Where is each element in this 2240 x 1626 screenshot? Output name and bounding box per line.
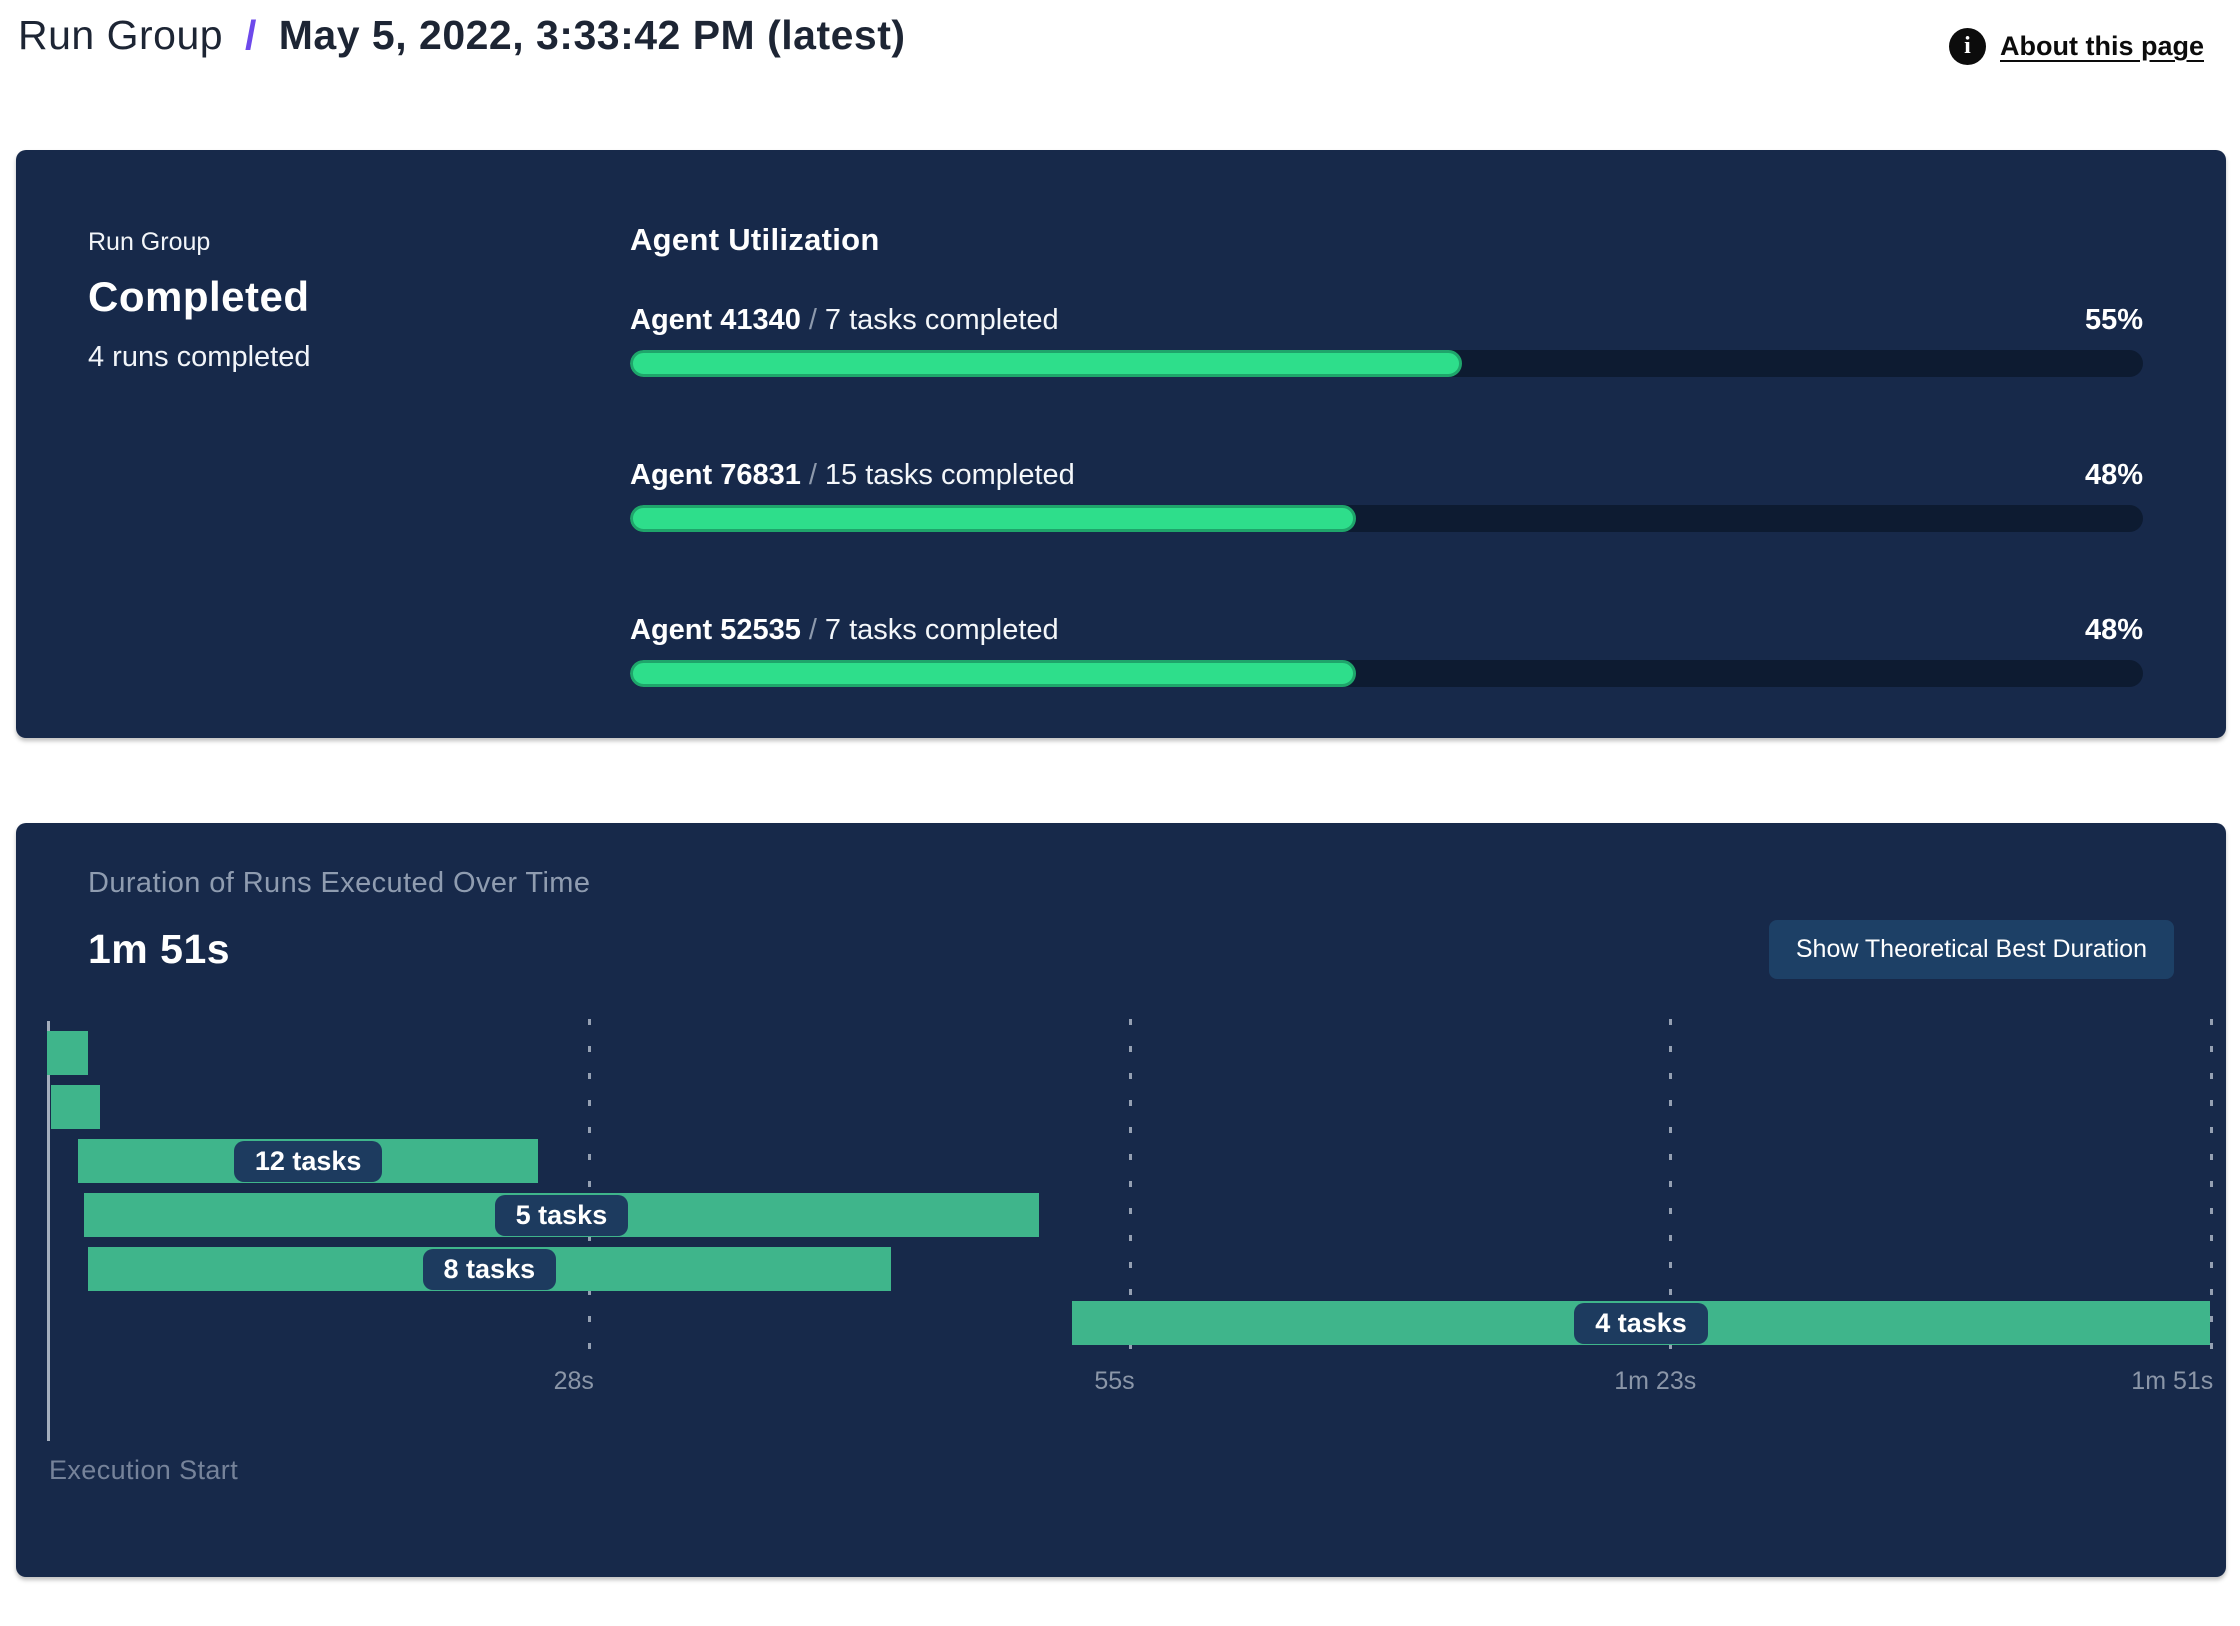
gantt-row: 5 tasks xyxy=(47,1193,2210,1237)
about-link-label: About this page xyxy=(2000,31,2204,61)
status-value: Completed xyxy=(88,273,310,320)
gridline xyxy=(587,1019,591,1353)
agent-label-line: Agent 52535/7 tasks completed 48% xyxy=(630,614,2143,647)
gantt-row xyxy=(47,1085,2210,1129)
agent-tasks-completed: 7 tasks completed xyxy=(824,614,1059,646)
gridline xyxy=(1669,1019,1673,1353)
agent-utilization-fill xyxy=(630,660,1357,687)
total-duration-value: 1m 51s xyxy=(88,926,231,972)
gantt-plot-area: 12 tasks 5 tasks 8 tasks 4 tasks xyxy=(47,1019,2213,1441)
time-tick-label: 1m 23s xyxy=(1614,1367,1697,1395)
run-bar[interactable]: 4 tasks xyxy=(1071,1301,2210,1345)
agent-label-separator: / xyxy=(808,614,817,646)
agent-utilization-track xyxy=(630,660,2143,687)
agent-utilization-heading: Agent Utilization xyxy=(630,222,880,257)
gantt-row: 8 tasks xyxy=(47,1247,2210,1291)
agent-label-line: Agent 41340/7 tasks completed 55% xyxy=(630,304,2143,337)
run-group-status-panel: Run Group Completed 4 runs completed Age… xyxy=(16,150,2226,738)
gridline xyxy=(2210,1019,2213,1353)
agent-name: Agent 76831 xyxy=(630,459,801,491)
breadcrumb-separator: / xyxy=(244,12,257,58)
agent-label: Agent 52535/7 tasks completed xyxy=(630,614,1059,647)
agent-utilization-percent: 48% xyxy=(2084,459,2143,491)
agent-name: Agent 52535 xyxy=(630,614,801,646)
run-bar[interactable]: 5 tasks xyxy=(84,1193,1039,1237)
agent-name: Agent 41340 xyxy=(630,304,801,336)
agent-utilization-percent: 55% xyxy=(2084,304,2143,336)
agent-utilization-fill xyxy=(630,505,1357,532)
task-count-badge: 5 tasks xyxy=(494,1194,629,1236)
runs-completed-text: 4 runs completed xyxy=(88,341,311,373)
duration-panel: Duration of Runs Executed Over Time 1m 5… xyxy=(16,823,2226,1577)
agent-label-separator: / xyxy=(808,459,817,491)
time-axis-ticks: 28s 55s 1m 23s 1m 51s xyxy=(47,1355,2214,1401)
time-tick-label: 28s xyxy=(553,1367,594,1395)
page-title: May 5, 2022, 3:33:42 PM (latest) xyxy=(278,12,906,58)
duration-chart-subtitle: Duration of Runs Executed Over Time xyxy=(88,867,591,899)
status-column: Run Group Completed 4 runs completed xyxy=(88,222,630,738)
breadcrumb: Run Group / May 5, 2022, 3:33:42 PM (lat… xyxy=(18,12,906,59)
duration-gantt-chart: 12 tasks 5 tasks 8 tasks 4 tasks 28s 55s 1m 2… xyxy=(47,1019,2214,1441)
agent-utilization-fill xyxy=(630,350,1463,377)
time-tick-label: 55s xyxy=(1094,1367,1135,1395)
gantt-row: 12 tasks xyxy=(47,1139,2210,1183)
run-bar[interactable]: 12 tasks xyxy=(78,1139,539,1183)
agent-utilization-section: Agent Utilization Agent 41340/7 tasks co… xyxy=(630,222,2143,738)
agent-label: Agent 41340/7 tasks completed xyxy=(630,304,1059,337)
status-eyebrow: Run Group xyxy=(88,228,211,256)
agent-tasks-completed: 15 tasks completed xyxy=(824,459,1075,491)
run-bar[interactable] xyxy=(50,1085,100,1129)
gantt-row xyxy=(47,1031,2210,1075)
agent-utilization-percent: 48% xyxy=(2084,614,2143,646)
show-theoretical-best-duration-button[interactable]: Show Theoretical Best Duration xyxy=(1768,920,2174,979)
agent-tasks-completed: 7 tasks completed xyxy=(824,304,1059,336)
breadcrumb-run-group[interactable]: Run Group xyxy=(18,12,224,58)
run-bar[interactable]: 8 tasks xyxy=(87,1247,891,1291)
info-icon: i xyxy=(1949,28,1986,65)
execution-start-axis-line xyxy=(47,1021,50,1441)
agent-label-line: Agent 76831/15 tasks completed 48% xyxy=(630,459,2143,492)
task-count-badge: 4 tasks xyxy=(1574,1302,1708,1344)
execution-start-label: Execution Start xyxy=(49,1455,239,1485)
about-this-page-link[interactable]: i About this page xyxy=(1949,28,2204,65)
agent-label: Agent 76831/15 tasks completed xyxy=(630,459,1075,492)
agent-utilization-list: Agent 41340/7 tasks completed 55% Agent 76… xyxy=(630,304,2143,687)
task-count-badge: 12 tasks xyxy=(233,1140,383,1182)
gridline xyxy=(1128,1019,1132,1353)
gantt-row: 4 tasks xyxy=(47,1301,2210,1345)
agent-utilization-row: Agent 41340/7 tasks completed 55% xyxy=(630,304,2143,377)
run-bar[interactable] xyxy=(47,1031,88,1075)
agent-utilization-row: Agent 76831/15 tasks completed 48% xyxy=(630,459,2143,532)
agent-utilization-row: Agent 52535/7 tasks completed 48% xyxy=(630,614,2143,687)
page-header: Run Group / May 5, 2022, 3:33:42 PM (lat… xyxy=(0,0,2240,65)
agent-label-separator: / xyxy=(808,304,817,336)
task-count-badge: 8 tasks xyxy=(422,1248,557,1290)
time-tick-label: 1m 51s xyxy=(2131,1367,2214,1395)
agent-utilization-track xyxy=(630,350,2143,377)
agent-utilization-track xyxy=(630,505,2143,532)
